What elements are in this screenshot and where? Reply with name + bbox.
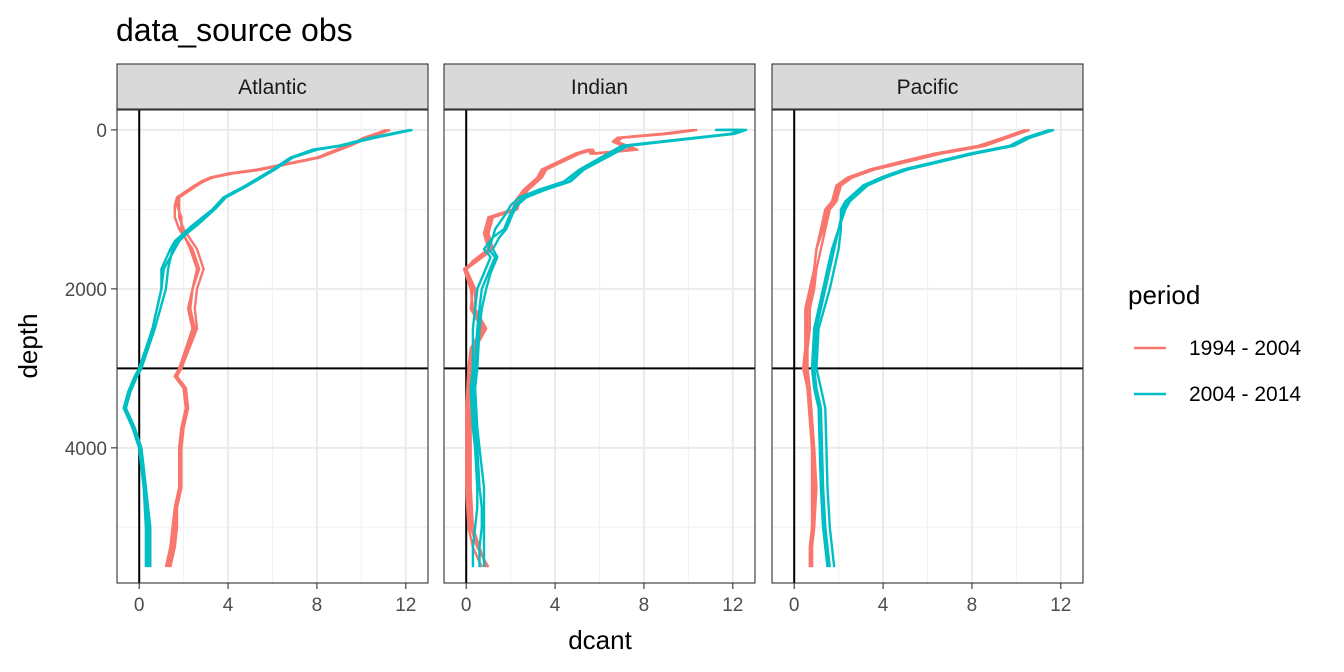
facet-label: Indian — [571, 76, 628, 99]
legend-entry-2004-2014: 2004 - 2014 — [1134, 383, 1301, 406]
x-tick-label: 0 — [461, 595, 472, 616]
panel-border — [443, 109, 756, 584]
x-tick-label: 8 — [967, 595, 978, 616]
y-tick-label: 4000 — [65, 439, 107, 460]
series-group — [801, 128, 1055, 568]
x-tick-label: 0 — [134, 595, 145, 616]
x-axis-title: dcant — [568, 625, 632, 655]
x-tick-label: 4 — [550, 595, 561, 616]
y-axis-title: depth — [13, 313, 43, 378]
y-tick-label: 0 — [96, 121, 107, 142]
x-tick-label: 12 — [1050, 595, 1071, 616]
facet-label: Atlantic — [238, 76, 307, 99]
legend-entry-1994-2004: 1994 - 2004 — [1134, 337, 1301, 360]
series-line-2004-2014 — [473, 128, 748, 568]
x-tick-label: 12 — [722, 595, 743, 616]
series-line-1994-2004 — [801, 128, 1026, 568]
series-line-1994-2004 — [806, 128, 1031, 568]
series-line-2004-2014 — [810, 128, 1055, 568]
legend-label: 2004 - 2014 — [1189, 383, 1301, 406]
legend-label: 1994 - 2004 — [1189, 337, 1301, 360]
facet-strip — [771, 63, 1084, 110]
legend-title: period — [1128, 280, 1200, 310]
series-line-2004-2014 — [124, 128, 413, 568]
series-line-1994-2004 — [166, 128, 389, 568]
series-line-2004-2014 — [469, 128, 743, 568]
facet-strip — [443, 63, 756, 110]
series-line-2004-2014 — [471, 128, 746, 568]
legend: period 1994 - 2004 2004 - 2014 — [1128, 280, 1301, 406]
chart-title: data_source obs — [116, 12, 353, 48]
x-tick-label: 4 — [878, 595, 889, 616]
series-line-2004-2014 — [122, 128, 411, 568]
series-group — [462, 128, 748, 568]
x-tick-label: 4 — [223, 595, 234, 616]
facet-panel-indian: Indian 0 4 8 12 — [443, 63, 756, 616]
y-tick-label: 2000 — [65, 280, 107, 301]
facet-panel-pacific: Pacific 0 4 8 12 — [771, 63, 1084, 616]
panel-border — [116, 109, 429, 584]
panel-border — [771, 109, 1084, 584]
x-tick-label: 8 — [312, 595, 323, 616]
facet-strip — [116, 63, 429, 110]
facet-panel-atlantic: Atlantic 0 4 8 12 0 2000 4000 — [65, 63, 429, 616]
facet-label: Pacific — [897, 76, 959, 99]
x-tick-label: 12 — [395, 595, 416, 616]
x-tick-label: 8 — [639, 595, 650, 616]
x-tick-label: 0 — [789, 595, 800, 616]
series-group — [122, 128, 413, 568]
